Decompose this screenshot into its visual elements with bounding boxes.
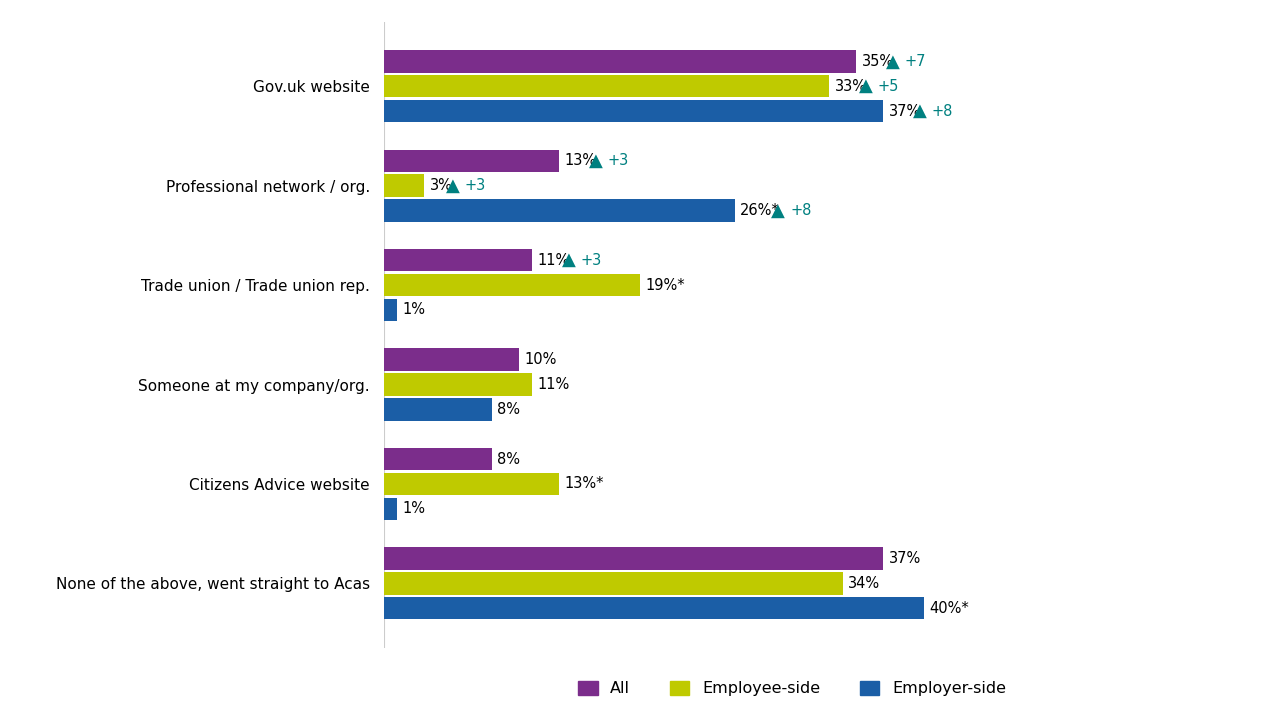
Text: 13%*: 13%*	[564, 477, 604, 492]
Text: ▲: ▲	[562, 251, 576, 269]
Text: 19%*: 19%*	[646, 278, 686, 292]
Text: +8: +8	[790, 203, 812, 218]
Text: 11%: 11%	[538, 377, 570, 392]
Text: +3: +3	[608, 153, 628, 168]
Text: +5: +5	[877, 78, 899, 94]
Text: 13%: 13%	[564, 153, 596, 168]
Text: 34%: 34%	[849, 576, 881, 591]
Bar	[384, 398, 492, 420]
Bar	[384, 249, 532, 271]
Text: ▲: ▲	[589, 152, 603, 170]
Bar	[384, 199, 735, 222]
Bar	[384, 150, 559, 172]
Text: +7: +7	[905, 54, 925, 69]
Bar	[384, 348, 518, 371]
Text: 1%: 1%	[403, 501, 426, 516]
Text: +8: +8	[932, 104, 952, 119]
Bar	[384, 100, 883, 122]
Text: +3: +3	[465, 178, 486, 193]
Text: 33%: 33%	[835, 78, 867, 94]
Text: ▲: ▲	[886, 53, 900, 71]
Text: 8%: 8%	[498, 451, 521, 467]
Text: 40%*: 40%*	[929, 600, 969, 616]
Bar	[384, 473, 559, 495]
Text: ▲: ▲	[447, 176, 460, 194]
Text: ▲: ▲	[913, 102, 927, 120]
Bar	[384, 547, 883, 570]
Bar	[384, 299, 398, 321]
Legend: All, Employee-side, Employer-side: All, Employee-side, Employer-side	[572, 674, 1012, 703]
Bar	[384, 174, 425, 197]
Bar	[384, 498, 398, 520]
Text: ▲: ▲	[859, 77, 873, 95]
Bar	[384, 597, 924, 619]
Bar	[384, 50, 856, 73]
Text: 35%: 35%	[861, 54, 893, 69]
Bar	[384, 572, 844, 595]
Text: +3: +3	[580, 253, 602, 268]
Bar	[384, 75, 829, 97]
Bar	[384, 448, 492, 470]
Text: 1%: 1%	[403, 302, 426, 318]
Text: 37%: 37%	[888, 551, 922, 566]
Bar	[384, 274, 640, 296]
Text: 10%: 10%	[525, 352, 557, 367]
Text: 26%*: 26%*	[740, 203, 780, 218]
Text: ▲: ▲	[772, 202, 785, 220]
Text: 11%: 11%	[538, 253, 570, 268]
Bar	[384, 374, 532, 396]
Text: 3%: 3%	[430, 178, 453, 193]
Text: 37%: 37%	[888, 104, 922, 119]
Text: 8%: 8%	[498, 402, 521, 417]
